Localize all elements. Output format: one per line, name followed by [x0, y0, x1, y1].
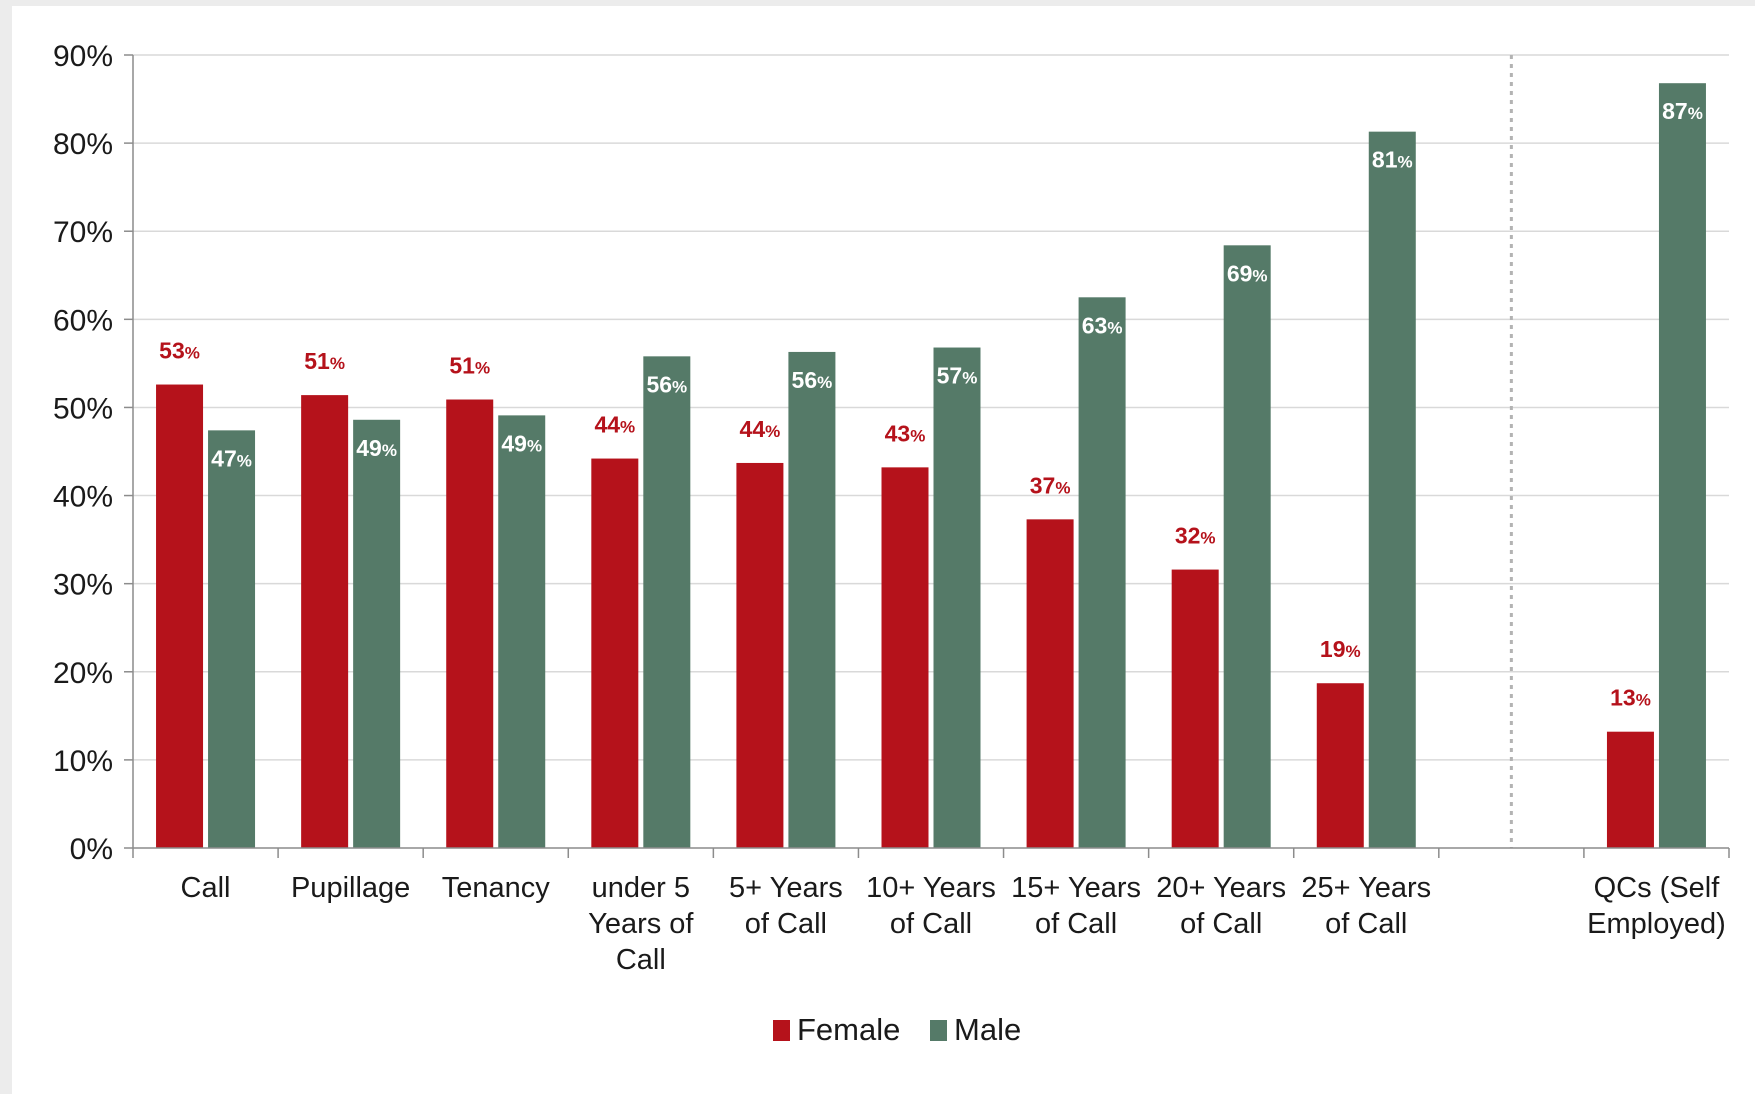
x-category-label: 20+ Years of Call	[1156, 872, 1286, 940]
x-category-label: 25+ Years of Call	[1301, 872, 1431, 940]
legend-swatch	[773, 1020, 790, 1041]
female-bar	[1171, 569, 1219, 848]
x-category-label: 10+ Years of Call	[866, 872, 996, 940]
legend: Female Male	[773, 1012, 1021, 1047]
female-data-label: 13%	[1610, 685, 1651, 711]
male-data-label: 69%	[1227, 260, 1268, 286]
y-tick-label: 30%	[53, 569, 113, 602]
x-category-label: QCs (Self Employed)	[1587, 872, 1726, 940]
female-data-label: 19%	[1320, 636, 1361, 662]
legend-label: Female	[797, 1012, 900, 1047]
axes: 0% 10% 20% 30% 40% 50% 60% 70% 80% 90% Call Pupilla…	[53, 40, 1730, 976]
y-tick-label: 20%	[53, 657, 113, 690]
bars	[156, 83, 1706, 848]
y-tick-label: 10%	[53, 745, 113, 778]
x-category-label: Pupillage	[291, 872, 410, 904]
female-bar	[301, 395, 349, 848]
legend-item-female: Female	[773, 1012, 900, 1047]
female-data-label: 43%	[885, 420, 926, 446]
female-data-label: 53%	[159, 338, 200, 364]
x-category-label: Tenancy	[442, 872, 551, 904]
male-data-label: 87%	[1662, 98, 1703, 124]
female-bar	[156, 384, 204, 848]
female-data-label: 44%	[594, 412, 635, 438]
male-bar	[788, 351, 836, 848]
y-tick-label: 40%	[53, 481, 113, 514]
x-category-label: under 5 Years of Call	[588, 872, 694, 976]
male-bar	[1223, 245, 1271, 848]
x-category-label: 5+ Years of Call	[729, 872, 843, 940]
female-data-label: 51%	[304, 348, 345, 374]
female-data-label: 37%	[1030, 472, 1071, 498]
y-tick-label: 60%	[53, 304, 113, 337]
male-data-label: 56%	[792, 367, 833, 393]
data-labels: 53% 47% 51% 49% 51% 49% 44% 56% 44% 56% 43% 57% 37% 6…	[159, 98, 1703, 710]
male-data-label: 63%	[1082, 312, 1123, 338]
male-bar	[208, 430, 256, 848]
female-bar	[881, 467, 929, 848]
male-bar	[498, 415, 546, 848]
legend-item-male: Male	[930, 1012, 1021, 1047]
female-bar	[736, 462, 784, 848]
female-bar	[1026, 519, 1074, 848]
male-data-label: 56%	[646, 371, 687, 397]
female-data-label: 44%	[740, 416, 781, 442]
male-data-label: 49%	[501, 430, 542, 456]
female-bar	[591, 458, 639, 848]
male-data-label: 81%	[1372, 147, 1413, 173]
male-bar	[353, 419, 401, 848]
female-bar	[446, 399, 494, 848]
male-bar	[1368, 131, 1416, 848]
y-tick-label: 50%	[53, 392, 113, 425]
male-bar	[933, 347, 981, 848]
male-bar	[1078, 297, 1126, 848]
y-tick-label: 0%	[70, 833, 113, 866]
legend-swatch	[930, 1020, 947, 1041]
male-data-label: 47%	[211, 445, 252, 471]
x-category-label: 15+ Years of Call	[1011, 872, 1141, 940]
male-bar	[1658, 83, 1706, 848]
female-bar	[1606, 731, 1654, 848]
male-bar	[643, 356, 691, 848]
x-category-label: Call	[181, 872, 231, 904]
female-data-label: 32%	[1175, 523, 1216, 549]
female-data-label: 51%	[449, 353, 490, 379]
y-tick-label: 80%	[53, 128, 113, 161]
legend-label: Male	[954, 1012, 1021, 1047]
y-tick-label: 90%	[53, 40, 113, 73]
male-data-label: 49%	[356, 435, 397, 461]
male-data-label: 57%	[937, 363, 978, 389]
y-tick-label: 70%	[53, 216, 113, 249]
female-bar	[1316, 683, 1364, 848]
